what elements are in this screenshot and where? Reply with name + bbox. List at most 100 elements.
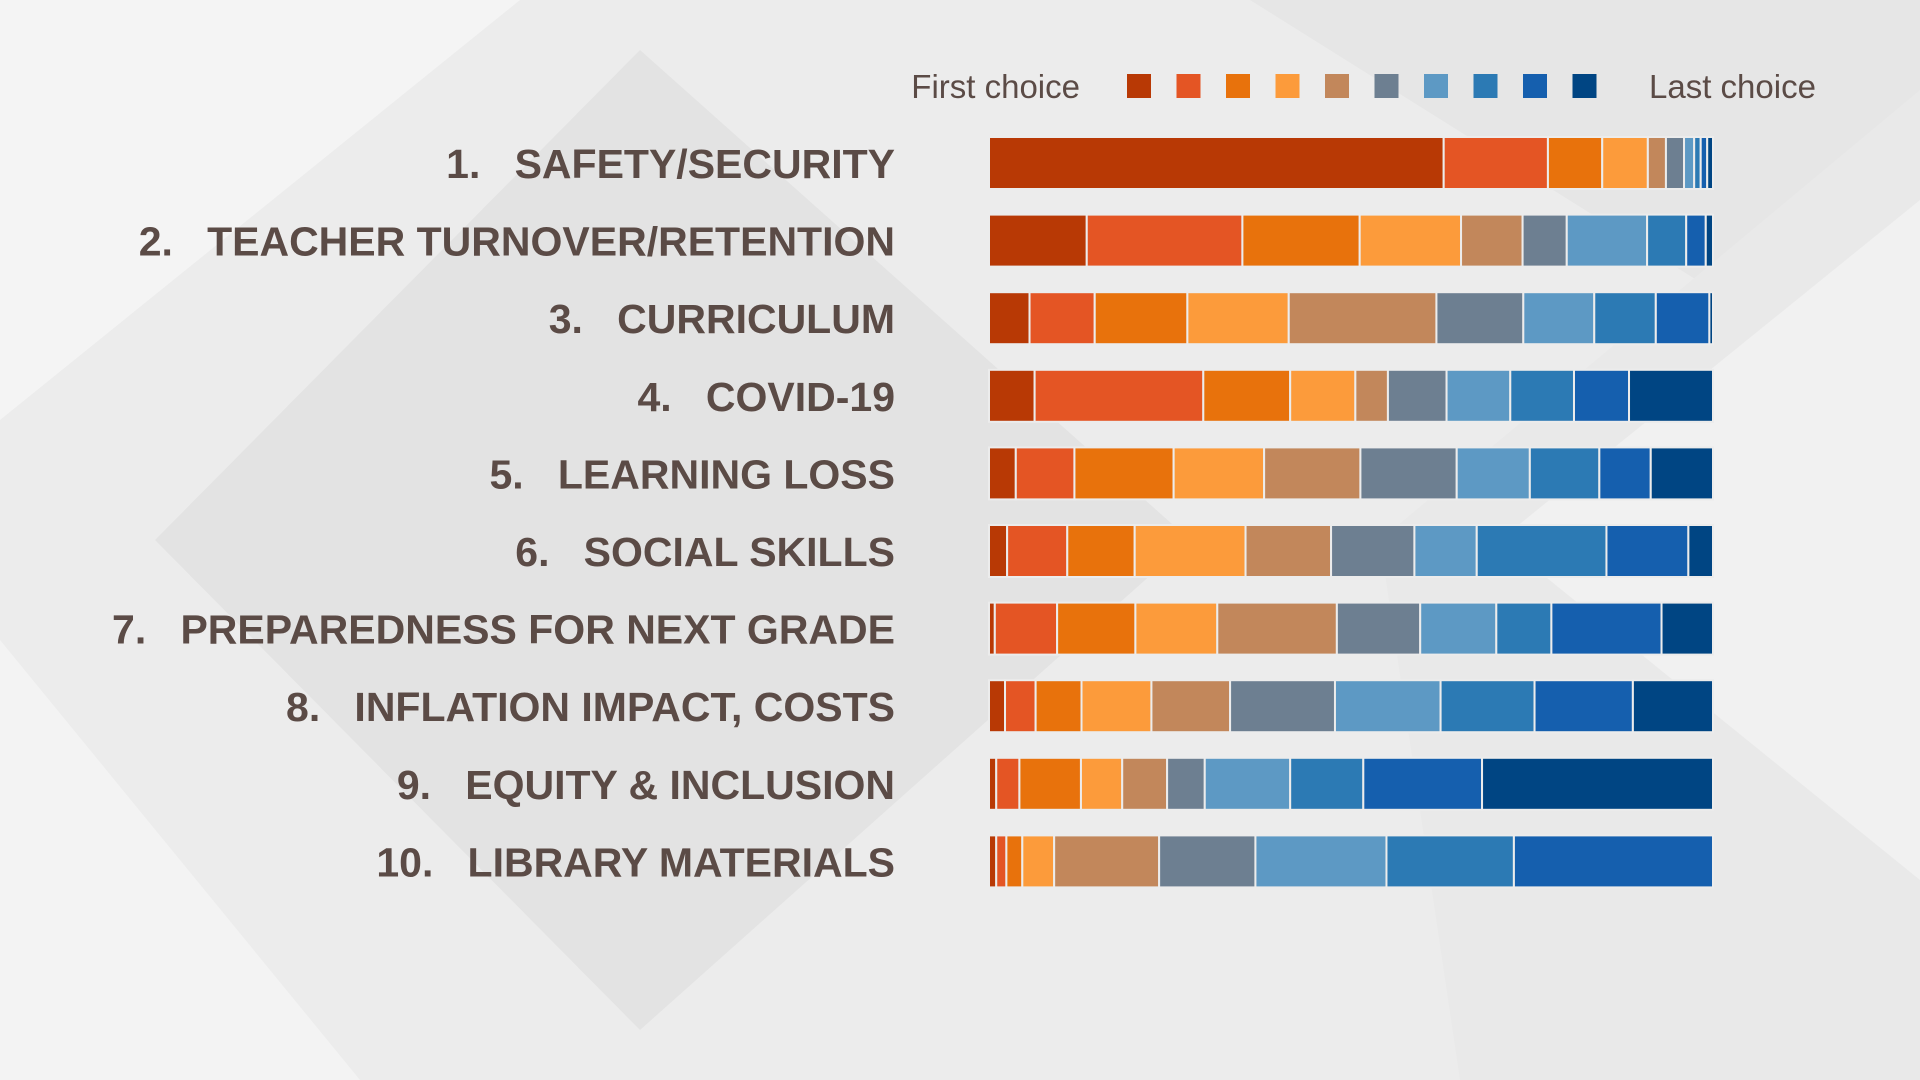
stacked-bar-row	[988, 834, 1715, 889]
bar-segment-rank-2	[1033, 368, 1205, 423]
bar-segment-rank-4	[1133, 524, 1247, 578]
category-rank-number: 8.	[286, 684, 320, 730]
bar-segment-rank-6	[1158, 834, 1257, 889]
category-label: 3. CURRICULUM	[549, 296, 895, 342]
bar-segment-rank-2	[1006, 524, 1069, 578]
category-name: LEARNING LOSS	[558, 451, 895, 497]
bar-segment-rank-2	[995, 834, 1008, 889]
bar-segment-rank-10	[1631, 679, 1714, 734]
bar-segment-rank-9	[1362, 756, 1484, 811]
legend-start-label: First choice	[911, 68, 1080, 105]
stacked-bar-row	[988, 136, 1715, 190]
category-rank-number: 10.	[376, 839, 433, 885]
stacked-bar-row	[988, 291, 1715, 346]
bar-segment-rank-10	[1687, 524, 1715, 578]
bar-segment-rank-1	[988, 834, 998, 889]
bar-segment-rank-5	[1053, 834, 1161, 889]
bar-segment-rank-4	[1080, 679, 1153, 734]
bar-segment-rank-8	[1439, 679, 1536, 734]
stacked-bars	[988, 136, 1715, 889]
bar-segment-rank-4	[1172, 446, 1266, 501]
bar-segment-rank-4	[1186, 291, 1290, 346]
category-name: TEACHER TURNOVER/RETENTION	[207, 219, 895, 265]
category-labels: 1. SAFETY/SECURITY 2. TEACHER TURNOVER/RE…	[112, 141, 895, 885]
bar-segment-rank-5	[1244, 524, 1333, 578]
category-name: COVID-19	[706, 374, 895, 420]
bar-segment-rank-9	[1572, 368, 1631, 423]
bar-segment-rank-6	[1521, 213, 1568, 268]
legend-swatch-rank-5	[1325, 74, 1349, 98]
legend-swatch-rank-9	[1523, 74, 1547, 98]
bar-segment-rank-1	[988, 368, 1036, 423]
bar-segment-rank-2	[1028, 291, 1096, 346]
bar-segment-rank-10	[1628, 368, 1714, 423]
bar-segment-rank-6	[1386, 368, 1448, 423]
stacked-bar-row	[988, 601, 1715, 656]
bar-segment-rank-3	[1005, 834, 1024, 889]
bar-segment-rank-6	[1229, 679, 1336, 734]
bar-segment-rank-2	[1004, 679, 1037, 734]
bar-segment-rank-9	[1533, 679, 1634, 734]
stacked-bar-row	[988, 213, 1715, 268]
bar-segment-rank-1	[988, 679, 1007, 734]
category-rank-number: 6.	[515, 529, 549, 575]
legend-end-label: Last choice	[1649, 68, 1816, 105]
bar-segment-rank-6	[1664, 136, 1686, 190]
category-label: 9. EQUITY & INCLUSION	[397, 762, 895, 808]
bar-segment-rank-8	[1495, 601, 1553, 656]
bar-segment-rank-7	[1419, 601, 1498, 656]
bar-segment-rank-1	[988, 446, 1017, 501]
category-name: LIBRARY MATERIALS	[468, 839, 895, 885]
stacked-bar-row	[988, 756, 1714, 811]
bar-segment-rank-3	[1066, 524, 1136, 578]
category-rank-number: 7.	[112, 607, 146, 653]
bar-segment-rank-7	[1445, 368, 1512, 423]
bar-segment-rank-4	[1289, 368, 1357, 423]
bar-segment-rank-8	[1475, 524, 1608, 578]
bar-segment-rank-7	[1565, 213, 1649, 268]
bar-segment-rank-8	[1593, 291, 1657, 346]
bar-segment-rank-8	[1289, 756, 1365, 811]
category-label: 1. SAFETY/SECURITY	[446, 141, 895, 187]
category-label: 8. INFLATION IMPACT, COSTS	[286, 684, 895, 730]
category-label: 6. SOCIAL SKILLS	[515, 529, 895, 575]
category-name: INFLATION IMPACT, COSTS	[354, 684, 895, 730]
bar-segment-rank-4	[1358, 213, 1463, 268]
stacked-bar-row	[988, 446, 1714, 501]
bar-segment-rank-5	[1216, 601, 1338, 656]
bar-segment-rank-7	[1333, 679, 1442, 734]
bar-segment-rank-7	[1254, 834, 1388, 889]
bar-segment-rank-10	[1706, 136, 1715, 190]
bar-segment-rank-5	[1263, 446, 1362, 501]
bar-segment-rank-8	[1385, 834, 1515, 889]
bar-segment-rank-9	[1512, 834, 1715, 889]
category-label: 5. LEARNING LOSS	[489, 451, 895, 497]
bar-segment-rank-1	[988, 213, 1088, 268]
bar-segment-rank-2	[1085, 213, 1244, 268]
legend-swatch-rank-10	[1572, 74, 1597, 98]
legend-swatch-rank-4	[1275, 74, 1300, 98]
bar-segment-rank-3	[1241, 213, 1361, 268]
bar-segment-rank-9	[1685, 213, 1707, 268]
bar-segment-rank-3	[1202, 368, 1292, 423]
bar-segment-rank-8	[1509, 368, 1575, 423]
bar-segment-rank-5	[1646, 136, 1667, 190]
category-label: 4. COVID-19	[638, 374, 896, 420]
legend-swatch-rank-2	[1176, 74, 1201, 98]
bar-segment-rank-5	[1121, 756, 1169, 811]
category-name: SAFETY/SECURITY	[515, 141, 895, 187]
bar-segment-rank-2	[1442, 136, 1549, 190]
bar-segment-rank-6	[1359, 446, 1458, 501]
bar-segment-rank-1	[988, 524, 1009, 578]
bar-segment-rank-2	[1014, 446, 1076, 501]
category-label: 7. PREPAREDNESS FOR NEXT GRADE	[112, 607, 895, 653]
category-label: 2. TEACHER TURNOVER/RETENTION	[139, 219, 895, 265]
legend-swatch-rank-8	[1473, 74, 1498, 98]
bar-segment-rank-4	[1601, 136, 1649, 190]
bar-segment-rank-9	[1598, 446, 1652, 501]
category-rank-number: 3.	[549, 296, 583, 342]
bar-segment-rank-10	[1704, 213, 1715, 268]
stacked-bar-row	[988, 368, 1714, 423]
category-label: 10. LIBRARY MATERIALS	[376, 839, 895, 885]
bar-segment-rank-1	[988, 136, 1445, 190]
